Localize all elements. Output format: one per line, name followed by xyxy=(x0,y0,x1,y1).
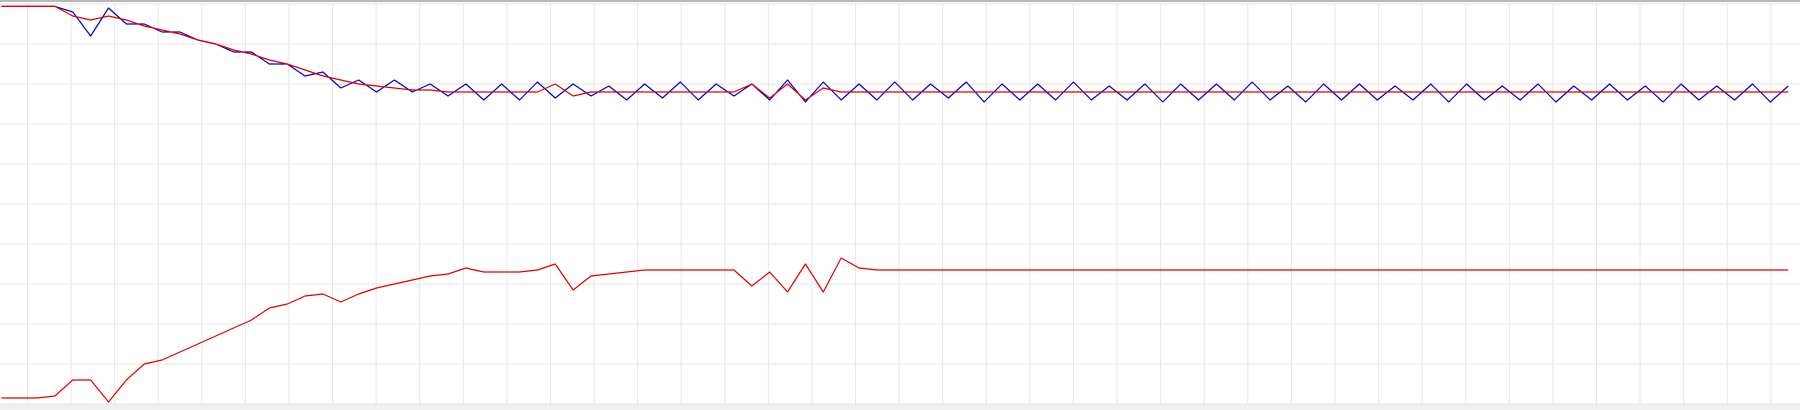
series-line xyxy=(1,5,1789,101)
series-line xyxy=(1,5,1789,103)
series-line xyxy=(1,257,1789,403)
bottom-strip xyxy=(0,404,1800,410)
